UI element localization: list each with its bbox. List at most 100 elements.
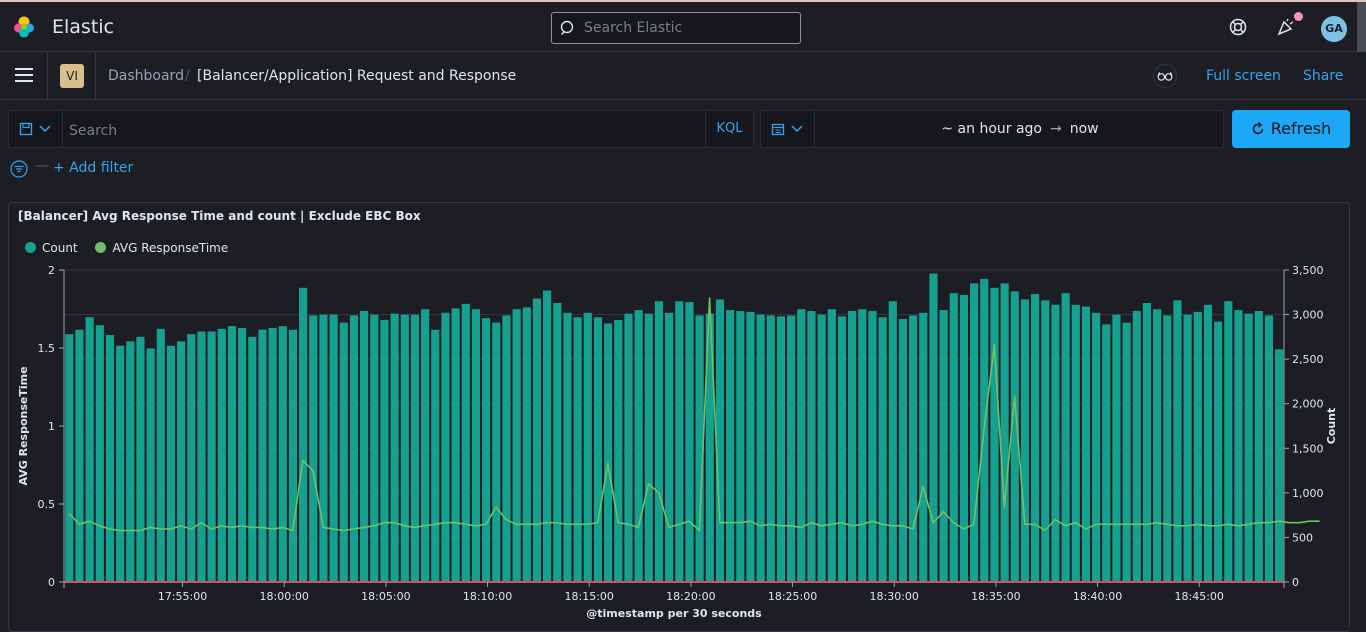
bar-count [929,273,938,582]
news-feed-icon[interactable] [1276,17,1296,37]
time-range[interactable]: ~ an hour ago → now [815,121,1225,137]
bar-count [116,345,125,582]
bar-count [166,345,176,582]
bar-count [227,326,237,582]
y-right-tick-label: 1,000 [1292,487,1324,500]
bar-count [1183,314,1192,582]
y-left-tick-label: 0 [48,576,55,589]
elastic-logo-icon[interactable] [12,15,36,39]
refresh-button[interactable]: Refresh [1232,110,1350,148]
bar-count [217,328,226,582]
bar-count [410,314,420,582]
bar-count [238,327,247,582]
bar-count [1071,304,1080,582]
panel-title: [Balancer] Avg Response Time and count |… [18,209,421,223]
glasses-icon[interactable] [1153,64,1177,88]
chart-legend: Count AVG ResponseTime [25,241,242,255]
breadcrumb-dashboard[interactable]: Dashboard [108,68,184,84]
help-icon[interactable] [1228,17,1248,37]
legend-item-avg[interactable]: AVG ResponseTime [95,241,228,255]
scrollbar[interactable] [1357,2,1366,52]
bar-count [258,329,267,582]
global-search-input[interactable] [584,13,794,43]
legend-label: AVG ResponseTime [112,241,229,255]
bar-count [959,294,969,582]
y-right-tick-label: 2,500 [1292,353,1324,366]
bar-count [451,308,460,582]
bar-count [268,327,277,582]
bar-count [644,313,653,582]
bar-count [512,309,521,582]
user-avatar[interactable]: GA [1321,16,1347,42]
kql-toggle[interactable]: KQL [705,111,753,147]
bar-count [746,311,755,582]
search-icon [560,20,574,35]
bar-count [1142,302,1152,582]
time-end[interactable]: now [1069,121,1099,137]
bar-count [858,309,867,582]
bar-count [349,315,359,582]
time-start[interactable]: ~ an hour ago [941,121,1042,137]
legend-label: Count [42,241,78,255]
full-screen-link[interactable]: Full screen [1206,68,1281,84]
query-input[interactable] [69,111,705,147]
bar-count [1264,315,1274,582]
x-tick-label: 18:25:00 [768,590,817,603]
quick-menu-button[interactable] [761,111,815,147]
breadcrumb-current: [Balancer/Application] Request and Respo… [197,68,517,84]
bar-count [1102,324,1111,582]
y-right-tick-label: 500 [1292,531,1313,544]
line-avg-response-time [68,297,1320,532]
bar-count [65,334,74,582]
bar-count [126,341,135,582]
menu-icon[interactable] [15,68,33,84]
bar-count [177,341,186,582]
bar-count [502,315,511,582]
y-right-tick-label: 0 [1292,576,1299,589]
bar-count [614,319,623,582]
space-avatar[interactable]: VI [60,64,84,88]
bar-count [95,325,104,582]
bar-count [339,322,348,582]
bar-count [299,287,308,582]
share-link[interactable]: Share [1303,68,1344,84]
bar-count [105,335,115,582]
date-picker: ~ an hour ago → now [760,110,1224,148]
global-search[interactable] [551,12,801,44]
combo-chart[interactable]: 0 500 1,000 1,500 2,000 2,500 3,000 3,500 0 0.5 1 1… [9,203,1351,619]
bar-count [939,310,948,582]
legend-dot [95,242,107,253]
x-tick-label: 18:30:00 [870,590,919,603]
bar-count [1275,349,1284,582]
app-name: Elastic [52,16,115,38]
bar-count [970,283,979,582]
legend-item-count[interactable]: Count [25,241,78,255]
bar-count [583,312,592,582]
filter-divider: — [35,158,49,174]
y-right-tick-label: 3,000 [1292,309,1324,322]
bar-count [1092,312,1101,582]
x-tick-label: 18:05:00 [361,590,410,603]
bar-count [1112,314,1121,582]
y-right-tick-label: 3,500 [1292,264,1324,277]
bar-count [695,315,704,582]
bar-count [1122,322,1131,582]
saved-query-menu[interactable] [9,111,63,147]
bar-count [1163,315,1172,582]
filter-menu-icon[interactable] [10,160,28,178]
top-header: Elastic GA [0,0,1366,52]
bar-count [197,331,206,582]
bar-count [563,312,572,582]
bar-count [329,314,338,582]
breadcrumb-separator: / [185,68,190,84]
bar-count [187,334,196,582]
y-right-tick-label: 1,500 [1292,442,1324,455]
bar-count [288,329,298,582]
bar-count [1020,299,1030,582]
chevron-down-icon [39,125,51,133]
save-icon [19,122,33,136]
add-filter-button[interactable]: + Add filter [53,160,134,176]
bar-count [400,314,409,582]
bar-count [421,309,430,582]
bar-count [868,311,877,582]
